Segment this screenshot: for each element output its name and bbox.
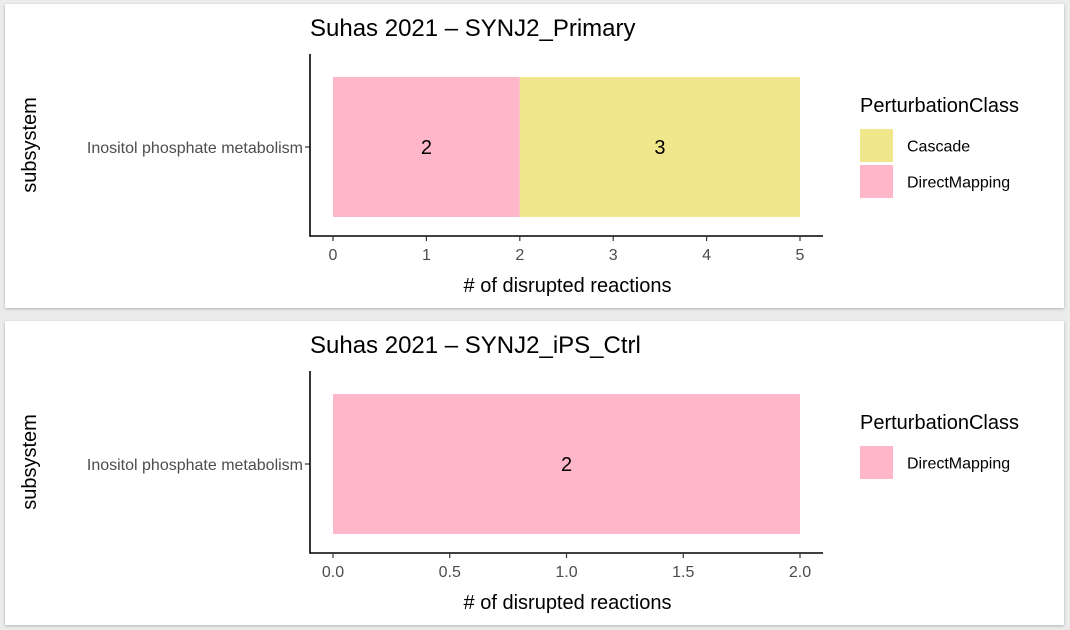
legend-title: PerturbationClass [860, 95, 1019, 117]
x-tick-label: 2 [515, 247, 524, 264]
x-tick-label: 1.0 [555, 564, 577, 581]
chart-title: Suhas 2021 – SYNJ2_Primary [310, 15, 636, 42]
x-tick-label: 1 [422, 247, 431, 264]
x-tick-label: 5 [796, 247, 805, 264]
chart-title: Suhas 2021 – SYNJ2_iPS_Ctrl [310, 332, 641, 359]
bar-cascade [519, 77, 800, 217]
x-tick-label: 1.5 [672, 564, 694, 581]
x-tick-label: 3 [609, 247, 618, 264]
legend-swatch-directmapping [860, 165, 893, 198]
data-label: 3 [654, 137, 665, 159]
chart-svg: Suhas 2021 – SYNJ2_iPS_Ctrl 2 Inositol pho… [19, 332, 1019, 614]
y-tick-label: Inositol phosphate metabolism [87, 457, 303, 474]
x-tick-label: 0.0 [322, 564, 344, 581]
legend-swatch-directmapping [860, 446, 893, 479]
legend-swatch-cascade [860, 129, 893, 162]
data-label: 2 [421, 137, 432, 159]
chart-panel-synj2-ips-ctrl: Suhas 2021 – SYNJ2_iPS_Ctrl 2 Inositol pho… [5, 321, 1064, 625]
y-axis-title: subsystem [19, 97, 41, 193]
x-tick-label: 2.0 [789, 564, 811, 581]
x-tick-label: 4 [702, 247, 711, 264]
chart-panel-synj2-primary: Suhas 2021 – SYNJ2_Primary 2 3 Inositol pho… [5, 4, 1064, 308]
y-axis-title: subsystem [19, 414, 41, 510]
legend-title: PerturbationClass [860, 412, 1019, 434]
data-label: 2 [561, 454, 572, 476]
chart-svg: Suhas 2021 – SYNJ2_Primary 2 3 Inositol pho… [19, 15, 1019, 297]
y-tick-label: Inositol phosphate metabolism [87, 140, 303, 157]
legend-label: DirectMapping [907, 175, 1010, 192]
x-axis-title: # of disrupted reactions [464, 592, 672, 614]
bar-directmapping [333, 394, 800, 534]
x-tick-label: 0.5 [439, 564, 461, 581]
legend-label: Cascade [907, 139, 970, 156]
legend-label: DirectMapping [907, 456, 1010, 473]
x-axis-title: # of disrupted reactions [464, 275, 672, 297]
bar-directmapping [333, 77, 520, 217]
x-tick-label: 0 [329, 247, 338, 264]
